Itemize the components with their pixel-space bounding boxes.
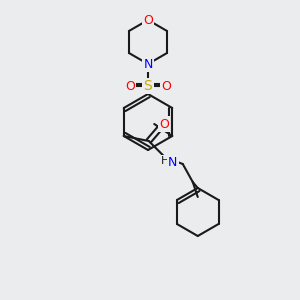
Text: N: N <box>168 155 177 169</box>
Text: O: O <box>143 14 153 26</box>
Text: S: S <box>144 79 152 93</box>
Text: O: O <box>161 80 171 92</box>
Text: N: N <box>143 58 153 70</box>
Text: O: O <box>159 118 169 130</box>
Text: H: H <box>160 156 169 166</box>
Text: O: O <box>125 80 135 92</box>
